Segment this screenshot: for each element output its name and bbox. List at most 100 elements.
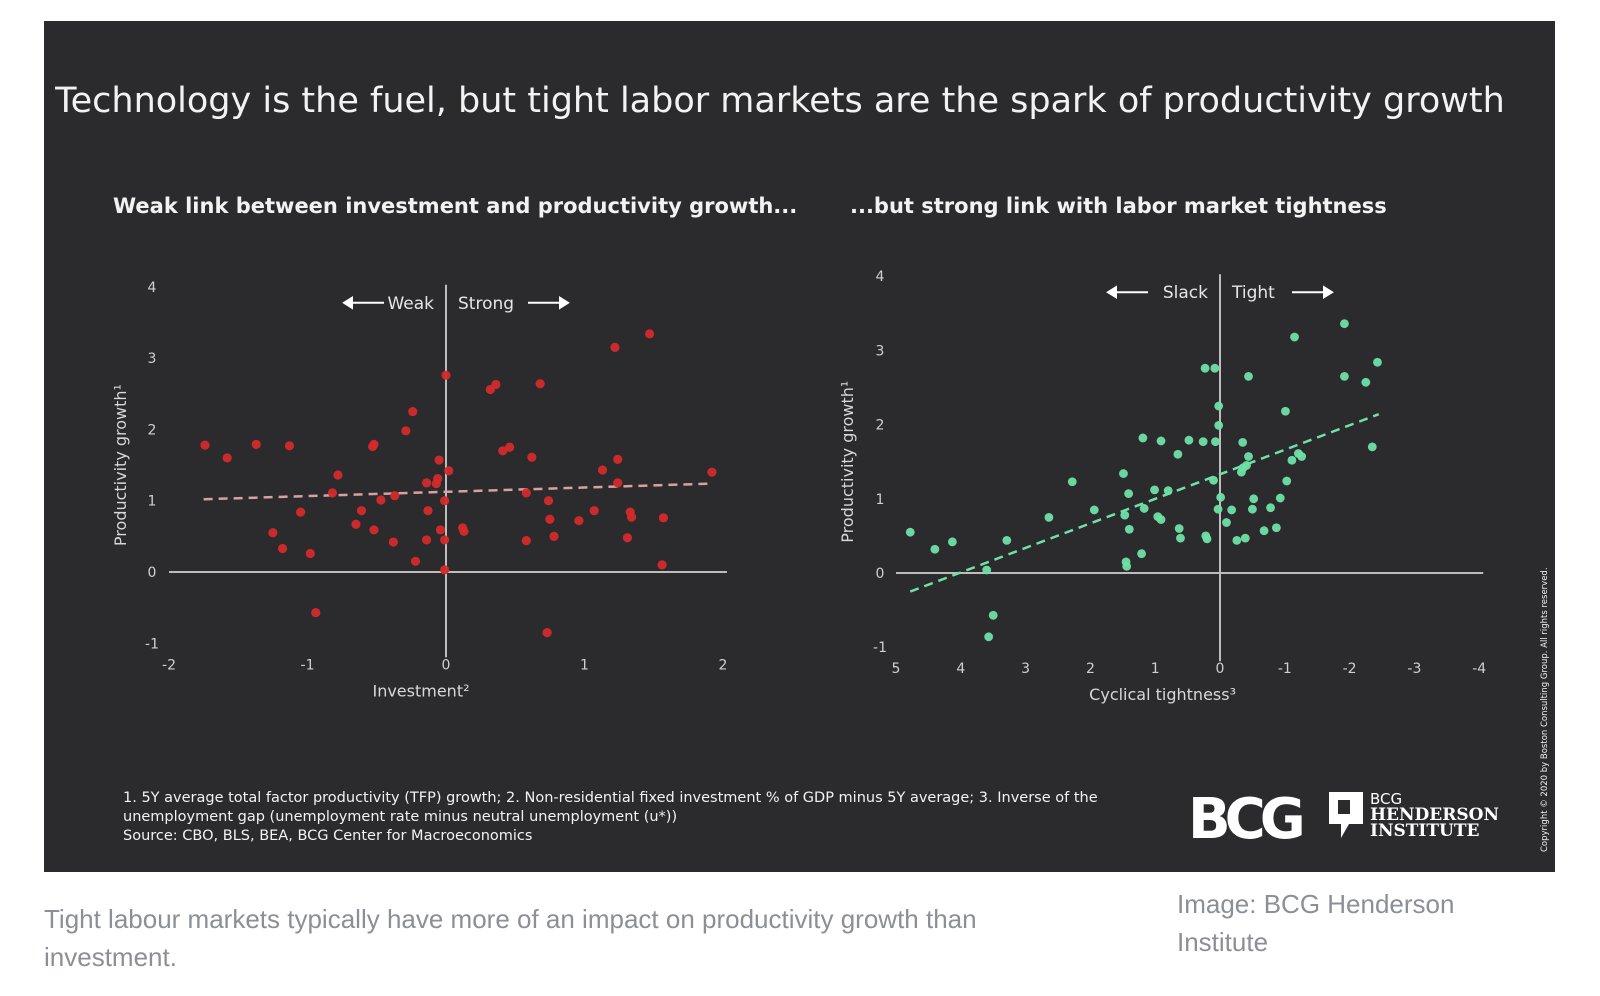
right-data-point	[1290, 332, 1299, 342]
right-x-tick-label: 0	[1216, 661, 1225, 677]
left-chart-title: Weak link between investment and product…	[113, 194, 797, 218]
left-data-point	[505, 442, 515, 452]
left-y-tick-label: -1	[145, 636, 159, 652]
right-data-point	[1173, 449, 1183, 459]
left-trend-line	[203, 482, 712, 501]
right-x-tick-label: 4	[956, 661, 965, 677]
left-data-point	[390, 491, 400, 501]
left-x-tick-label: -2	[162, 657, 176, 673]
right-data-point	[1150, 485, 1159, 495]
right-annotation-right: Tight	[1231, 283, 1275, 303]
left-data-point	[543, 496, 554, 506]
right-data-point	[1044, 512, 1054, 522]
right-x-tick-label: -2	[1343, 661, 1357, 677]
left-data-point	[527, 452, 537, 462]
right-data-point	[1232, 535, 1242, 545]
right-x-tick-label: -1	[1278, 661, 1292, 677]
right-data-point	[1163, 486, 1173, 496]
left-data-point	[222, 453, 232, 463]
right-data-point	[988, 610, 998, 620]
right-data-point	[1249, 494, 1259, 504]
right-data-point	[1248, 504, 1257, 514]
right-data-point	[1240, 533, 1250, 543]
left-data-point	[284, 441, 295, 451]
right-data-point	[1137, 549, 1146, 559]
left-data-point	[459, 526, 469, 536]
right-data-point	[1297, 452, 1307, 461]
right-data-point	[1216, 492, 1226, 502]
right-data-point	[1242, 461, 1251, 470]
right-data-point	[1238, 438, 1248, 447]
right-data-point	[1213, 504, 1223, 514]
right-y-tick-label: 2	[876, 418, 885, 434]
henderson-logo-henderson: HENDERSON	[1370, 805, 1499, 825]
right-y-axis-title: Productivity growth¹	[838, 381, 857, 543]
left-data-point	[545, 514, 555, 524]
right-data-point	[1275, 493, 1285, 503]
right-data-point	[1244, 452, 1253, 461]
right-y-tick-label: 3	[876, 343, 885, 359]
left-y-tick-label: 4	[148, 280, 157, 296]
right-data-point	[1198, 437, 1208, 447]
right-data-point	[1156, 436, 1166, 446]
left-data-point	[644, 329, 655, 339]
arrow-left-icon	[1106, 285, 1148, 300]
left-y-tick-label: 3	[148, 351, 157, 367]
left-data-point	[613, 478, 623, 488]
right-data-point	[905, 527, 915, 537]
left-data-point	[441, 370, 451, 380]
right-y-tick-label: -1	[873, 640, 887, 656]
right-data-point	[1210, 363, 1220, 373]
left-data-point	[444, 466, 454, 476]
right-data-point	[1067, 477, 1077, 487]
left-data-point	[311, 608, 321, 618]
right-y-tick-label: 0	[876, 566, 885, 582]
henderson-logo-bcg: BCG	[1370, 790, 1402, 808]
left-data-point	[367, 441, 378, 452]
footnote-line-1: 1. 5Y average total factor productivity …	[123, 790, 1098, 806]
left-annotation-right: Strong	[458, 294, 514, 314]
right-annotation-left: Slack	[1163, 283, 1208, 303]
right-data-point	[1340, 319, 1349, 329]
left-data-point	[351, 519, 361, 529]
left-data-point	[597, 465, 608, 475]
right-data-point	[1124, 489, 1134, 499]
left-data-point	[440, 535, 450, 545]
left-x-tick-label: 1	[580, 657, 589, 673]
henderson-logo-institute: INSTITUTE	[1370, 821, 1479, 841]
right-data-point	[1174, 524, 1184, 533]
left-data-point	[613, 454, 623, 464]
left-data-point	[521, 488, 531, 498]
right-chart-title: ...but strong link with labor market tig…	[850, 194, 1387, 218]
right-data-point	[1176, 533, 1185, 543]
right-x-axis-title: Cyclical tightness³	[1089, 685, 1236, 704]
left-x-tick-label: -1	[301, 657, 315, 673]
right-data-point	[947, 537, 957, 547]
right-data-point	[1271, 523, 1281, 533]
left-data-point	[440, 565, 450, 575]
left-y-axis-title: Productivity growth¹	[111, 384, 130, 546]
left-y-tick-label: 1	[148, 494, 157, 510]
left-data-point	[200, 440, 210, 450]
left-data-point	[333, 470, 343, 480]
right-data-point	[930, 544, 940, 554]
right-data-point	[1122, 561, 1132, 571]
left-data-point	[388, 537, 398, 547]
arrow-right-icon	[528, 295, 570, 310]
image-caption: Tight labour markets typically have more…	[44, 904, 977, 972]
left-x-axis-title: Investment²	[372, 681, 469, 700]
left-data-point	[431, 478, 441, 489]
right-data-point	[1089, 505, 1099, 515]
right-data-point	[1361, 377, 1371, 387]
image-credit: Image: BCG Henderson Institute	[1177, 889, 1455, 957]
right-x-tick-label: -4	[1472, 661, 1486, 677]
right-data-point	[1211, 437, 1220, 447]
left-data-point	[435, 525, 446, 535]
right-data-point	[1156, 515, 1166, 524]
main-title: Technology is the fuel, but tight labor …	[54, 81, 1505, 121]
left-y-tick-label: 0	[148, 565, 157, 581]
left-data-point	[356, 506, 367, 516]
right-x-tick-label: 3	[1021, 661, 1030, 677]
